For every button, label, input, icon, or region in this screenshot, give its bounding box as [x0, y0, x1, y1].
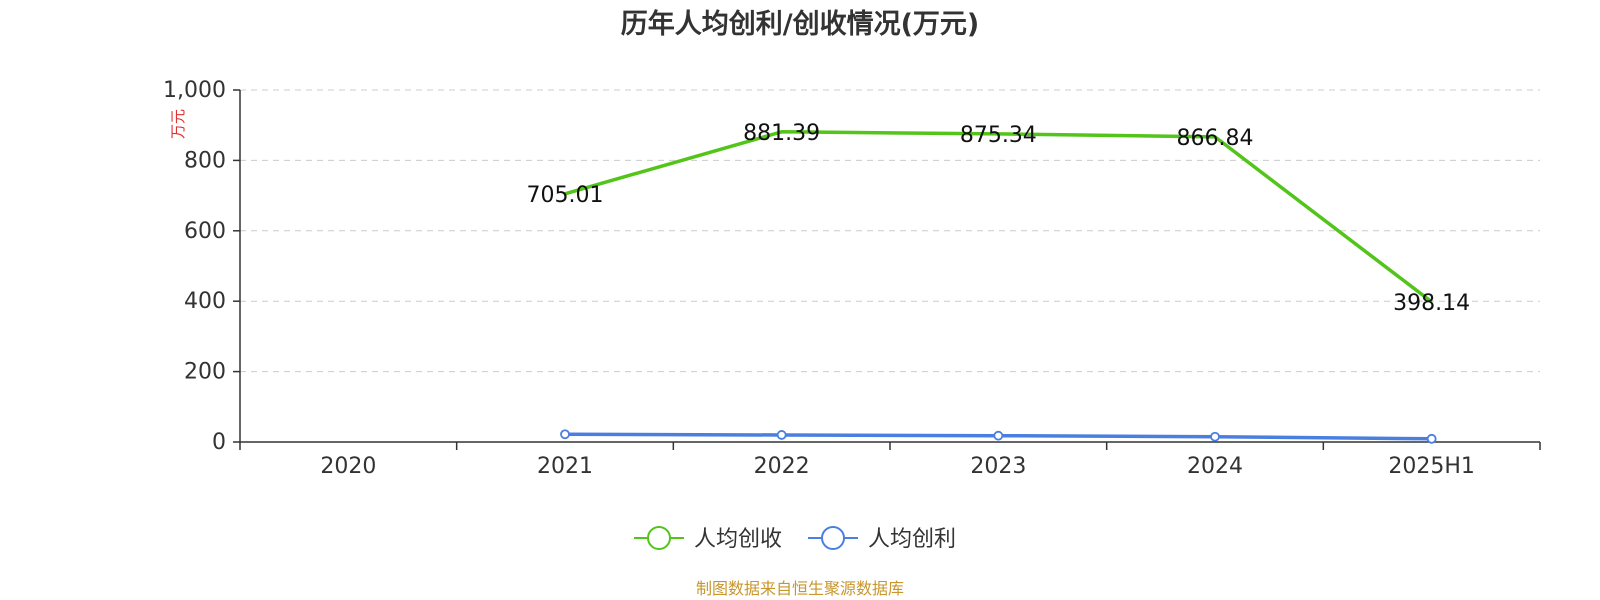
x-tick-label: 2021	[537, 454, 593, 479]
legend-label: 人均创利	[868, 527, 956, 552]
y-tick-label: 0	[212, 430, 226, 455]
axes: 0 200 400 600 800 1,000 2020 2021 2022 2023 2024 20…	[163, 78, 1541, 479]
y-tick-label: 1,000	[163, 78, 226, 103]
grid-lines	[240, 89, 1540, 373]
series-line-0	[564, 130, 1433, 304]
series-point-1	[1210, 431, 1220, 442]
series-point-1	[560, 429, 570, 440]
series-layer	[560, 130, 1437, 444]
legend-marker-icon	[647, 526, 671, 550]
x-tick-label: 2022	[754, 454, 810, 479]
legend[interactable]: 人均创收 人均创利	[634, 526, 956, 552]
legend-item-0[interactable]: 人均创收	[634, 526, 782, 552]
data-label: 705.01	[527, 183, 604, 208]
series-point-1	[1426, 433, 1437, 444]
data-labels: 705.01 881.39 875.34 866.84 398.14	[527, 121, 1471, 316]
data-label: 875.34	[960, 123, 1037, 148]
data-label: 398.14	[1393, 291, 1470, 316]
series-point-1	[776, 430, 787, 440]
y-tick-label: 400	[184, 289, 226, 314]
y-tick-label: 800	[184, 148, 226, 173]
y-tick-label: 600	[184, 219, 226, 244]
chart-title: 历年人均创利/创收情况(万元)	[621, 8, 980, 40]
x-tick-label: 2025H1	[1388, 454, 1475, 479]
data-label: 866.84	[1177, 126, 1254, 151]
y-axis-unit: 万元	[169, 109, 187, 139]
x-tick-label: 2024	[1187, 454, 1243, 479]
y-tick-label: 200	[184, 360, 226, 385]
source-note: 制图数据来自恒生聚源数据库	[696, 579, 904, 598]
series-point-1	[993, 430, 1004, 441]
x-tick-label: 2023	[970, 454, 1026, 479]
legend-item-1[interactable]: 人均创利	[808, 526, 956, 552]
data-label: 881.39	[743, 121, 820, 146]
legend-label: 人均创收	[694, 527, 782, 552]
legend-marker-icon	[821, 526, 845, 550]
x-tick-label: 2020	[320, 454, 376, 479]
